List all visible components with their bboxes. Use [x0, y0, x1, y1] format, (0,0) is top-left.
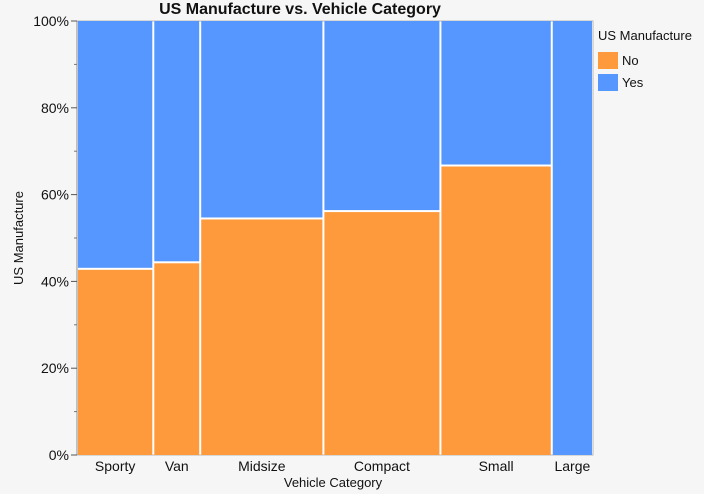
tile-van-yes	[154, 21, 200, 262]
tile-midsize-no	[201, 219, 323, 455]
tile-compact-yes	[324, 21, 440, 211]
tile-compact-no	[324, 212, 440, 455]
tile-sporty-yes	[78, 21, 153, 268]
legend-item-no: No	[598, 49, 692, 71]
axes: Sporty Van Midsize Compact Small Large 0% 20% 40…	[33, 13, 590, 474]
tile-midsize-yes	[201, 21, 323, 218]
x-tick-label-sporty: Sporty	[95, 458, 135, 474]
legend: US Manufacture No Yes	[598, 28, 692, 93]
y-axis-title: US Manufacture	[11, 191, 26, 285]
y-tick-label-2: 40%	[41, 273, 69, 289]
x-axis-title: Vehicle Category	[284, 475, 383, 490]
x-tick-label-midsize: Midsize	[238, 458, 286, 474]
y-tick-label-5: 100%	[33, 13, 69, 29]
plot-area	[76, 20, 594, 456]
tile-large-yes	[552, 21, 592, 455]
y-tick-label-1: 20%	[41, 360, 69, 376]
legend-title: US Manufacture	[598, 28, 692, 43]
legend-label-no: No	[622, 52, 639, 68]
tile-small-no	[441, 166, 551, 455]
tile-sporty-no	[78, 269, 153, 455]
x-tick-label-compact: Compact	[354, 458, 410, 474]
x-tick-label-small: Small	[479, 458, 514, 474]
legend-label-yes: Yes	[622, 74, 644, 90]
y-tick-label-4: 80%	[41, 100, 69, 116]
y-tick-label-0: 0%	[49, 447, 69, 463]
legend-item-yes: Yes	[598, 71, 692, 93]
tile-van-no	[154, 263, 200, 455]
x-tick-label-large: Large	[554, 458, 590, 474]
legend-swatch-yes	[598, 73, 618, 91]
legend-swatch-no	[598, 51, 618, 69]
y-tick-label-3: 60%	[41, 187, 69, 203]
chart-title: US Manufacture vs. Vehicle Category	[159, 1, 441, 18]
x-tick-label-van: Van	[165, 458, 189, 474]
tile-small-yes	[441, 21, 551, 165]
